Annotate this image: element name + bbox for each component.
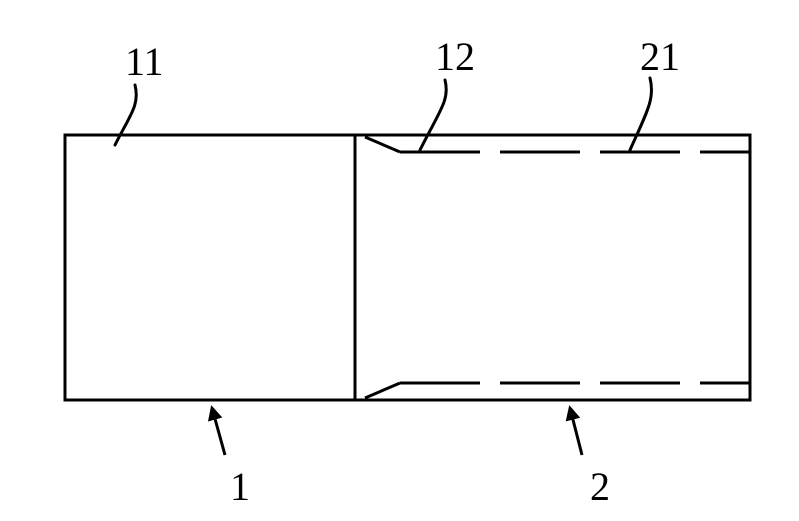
- leader-1: [212, 408, 225, 455]
- inner-taper-bottom: [365, 383, 400, 398]
- label-21: 21: [640, 34, 680, 79]
- label-1: 1: [230, 464, 250, 509]
- inner-taper-top: [365, 137, 400, 152]
- left-part: [65, 135, 355, 400]
- label-12: 12: [435, 34, 475, 79]
- leader-21: [630, 78, 652, 150]
- leader-2: [570, 408, 582, 455]
- right-part: [355, 135, 750, 400]
- label-11: 11: [125, 39, 164, 84]
- leader-12: [420, 80, 446, 150]
- label-2: 2: [590, 464, 610, 509]
